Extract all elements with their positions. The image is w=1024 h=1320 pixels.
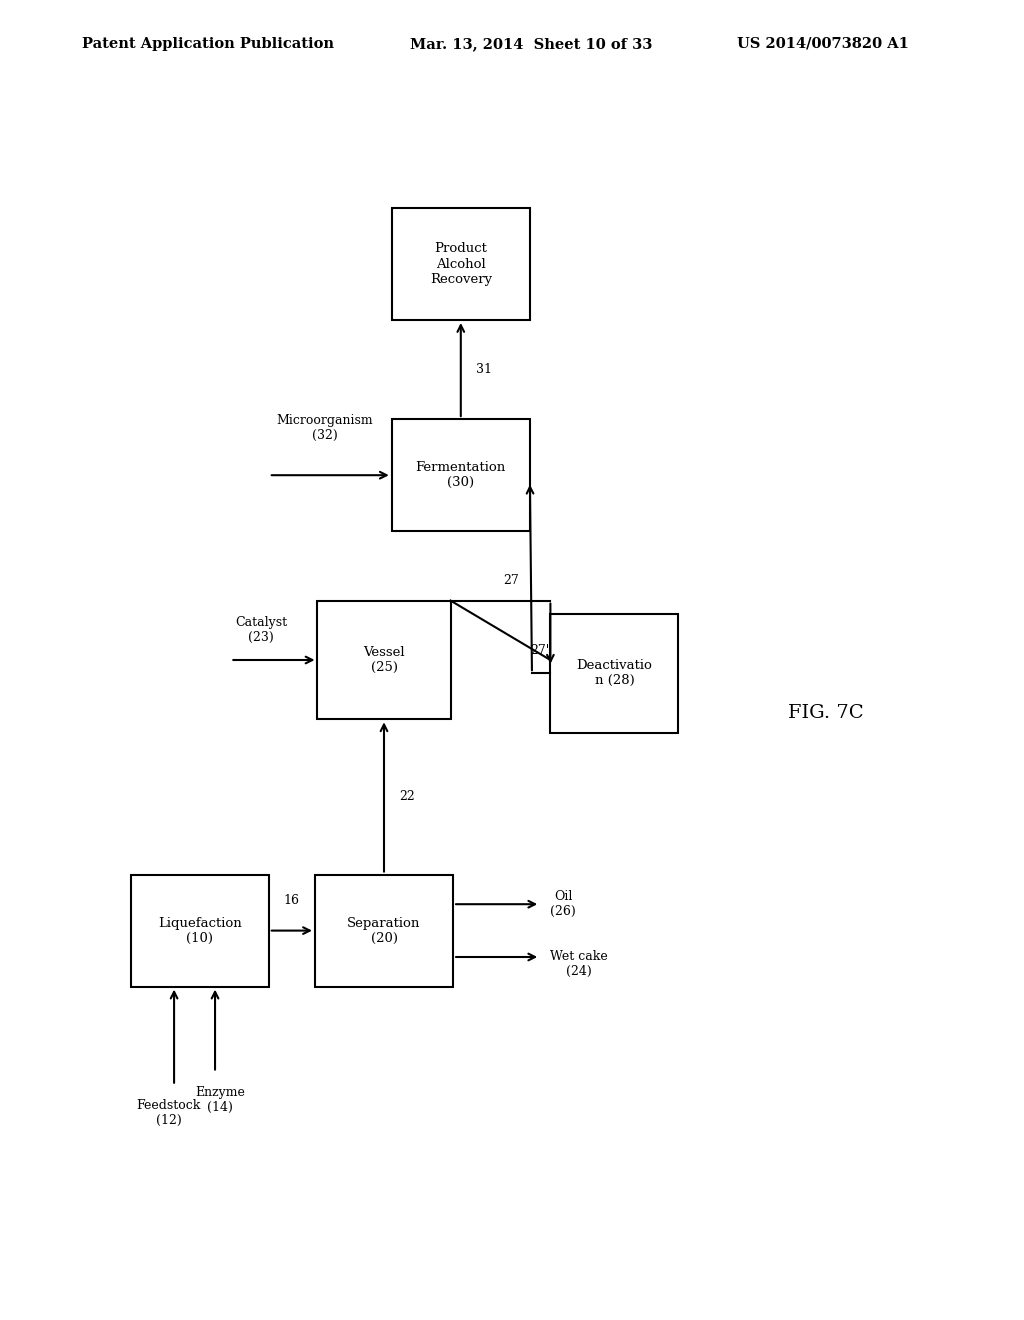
Text: Product
Alcohol
Recovery: Product Alcohol Recovery [430,243,492,285]
Text: Liquefaction
(10): Liquefaction (10) [158,916,242,945]
Text: Feedstock
(12): Feedstock (12) [137,1098,201,1127]
Text: 22: 22 [399,791,415,804]
Bar [391,420,530,531]
Text: 27: 27 [503,574,518,587]
Bar [391,207,530,319]
Bar [315,874,453,987]
Text: Catalyst
(23): Catalyst (23) [236,616,287,644]
Text: Fermentation
(30): Fermentation (30) [416,461,506,490]
Bar [551,614,678,733]
Text: Separation
(20): Separation (20) [347,916,421,945]
Text: US 2014/0073820 A1: US 2014/0073820 A1 [737,37,909,51]
Text: 16: 16 [284,894,300,907]
Text: Mar. 13, 2014  Sheet 10 of 33: Mar. 13, 2014 Sheet 10 of 33 [410,37,652,51]
Text: Microorganism
(32): Microorganism (32) [276,414,374,442]
Text: Vessel
(25): Vessel (25) [364,645,404,675]
Text: Patent Application Publication: Patent Application Publication [82,37,334,51]
Text: Oil
(26): Oil (26) [551,890,577,919]
Bar [317,601,451,719]
Text: 31: 31 [476,363,493,376]
Text: FIG. 7C: FIG. 7C [788,704,864,722]
Text: Wet cake
(24): Wet cake (24) [551,949,608,978]
Bar [131,874,268,987]
Text: Deactivatio
n (28): Deactivatio n (28) [577,659,652,688]
Text: 27': 27' [530,644,550,657]
Text: Enzyme
(14): Enzyme (14) [196,1085,245,1114]
